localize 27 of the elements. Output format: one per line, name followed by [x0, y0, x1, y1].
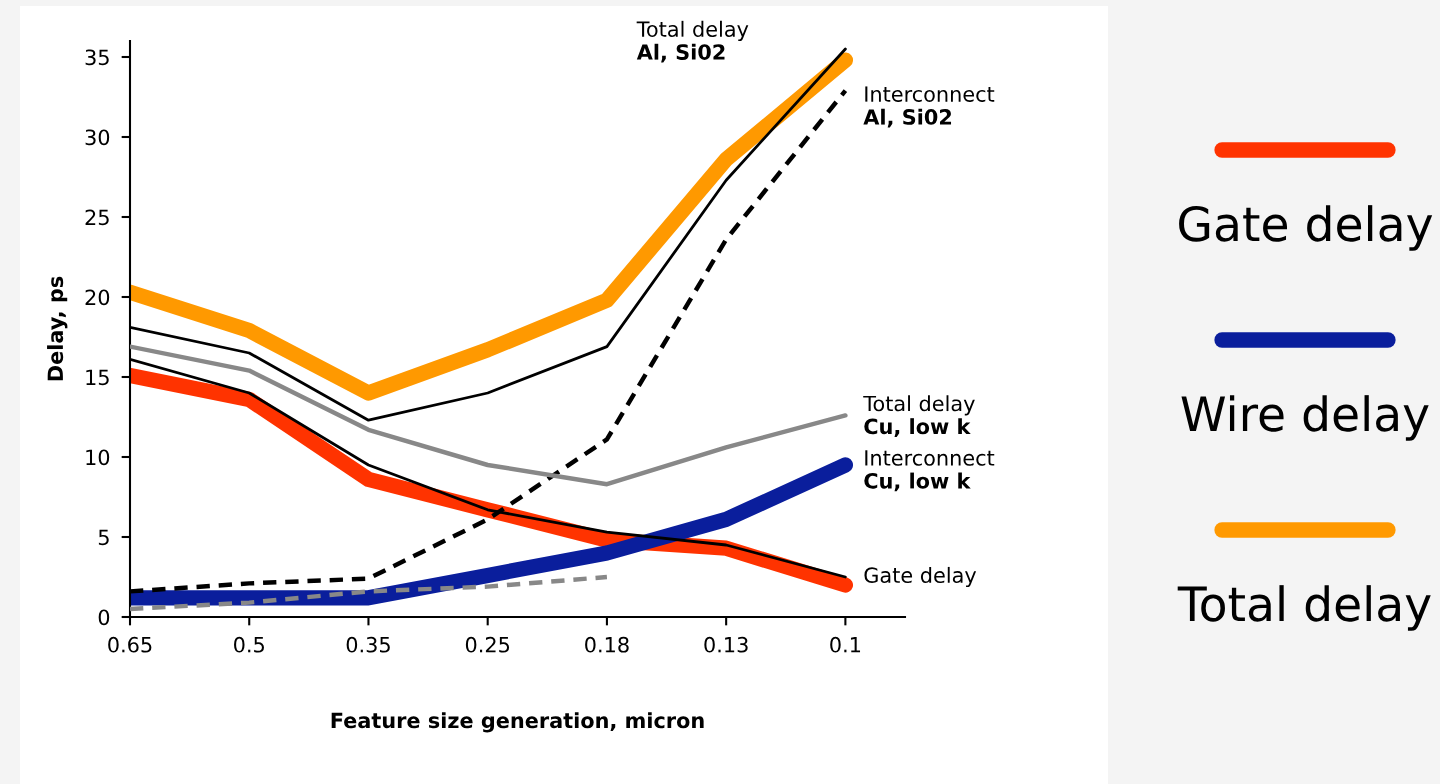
- annotation: Gate delay: [864, 566, 977, 588]
- y-tick-label: 10: [86, 449, 110, 466]
- legend-label: Wire delay: [1181, 395, 1429, 441]
- annotation: Total delay Cu, low k: [863, 395, 975, 437]
- x-tick-label: 0.13: [704, 636, 748, 653]
- x-axis-title: Feature size generation, micron: [331, 712, 704, 733]
- y-tick-label: 35: [85, 49, 109, 66]
- x-tick-label: 0.65: [108, 636, 152, 653]
- annotation: Total delay Al, Si02: [636, 20, 749, 63]
- annotation: Interconnect Cu, low k: [864, 450, 995, 492]
- y-axis-title: Delay, ps: [47, 276, 68, 381]
- line-series: [130, 574, 610, 612]
- y-tick-label: 25: [85, 209, 109, 226]
- y-tick-label: 15: [86, 369, 109, 386]
- annotation: Interconnect Al, Si02: [863, 86, 995, 128]
- y-tick-label: 5: [98, 529, 109, 546]
- x-tick-label: 0.1: [830, 636, 861, 653]
- legend-label: Gate delay: [1179, 205, 1433, 251]
- x-tick-label: 0.35: [346, 636, 390, 653]
- y-tick-label: 20: [85, 289, 110, 306]
- x-tick-label: 0.18: [585, 636, 629, 653]
- legend-label: Total delay: [1177, 585, 1431, 631]
- line-series: [130, 344, 848, 487]
- x-tick-label: 0.5: [234, 636, 264, 653]
- x-tick-label: 0.25: [465, 636, 510, 653]
- y-tick-label: 0: [98, 609, 110, 626]
- y-tick-label: 30: [85, 129, 110, 146]
